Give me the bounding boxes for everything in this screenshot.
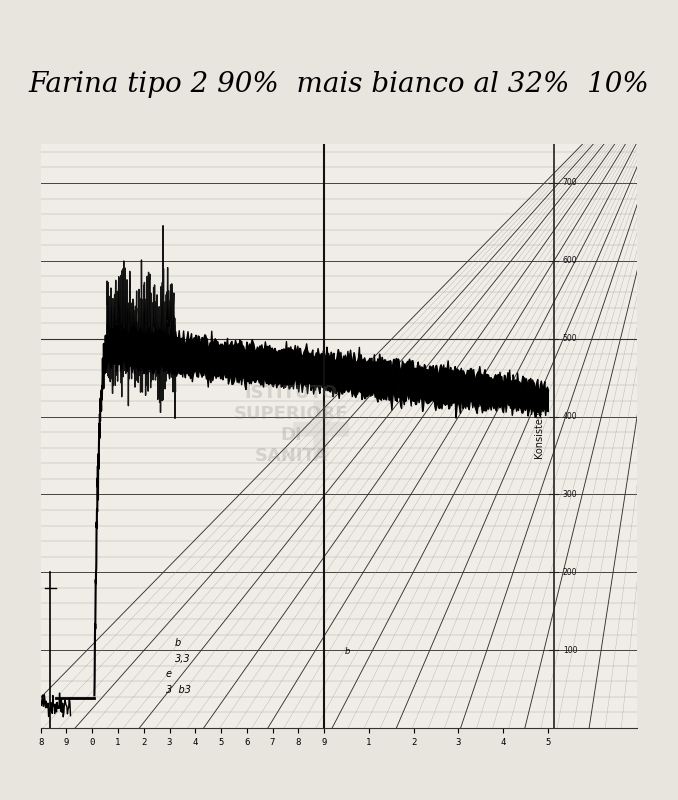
- Text: ✚: ✚: [289, 399, 353, 473]
- Text: 700: 700: [563, 178, 578, 187]
- Text: 400: 400: [563, 412, 578, 421]
- Text: 300: 300: [563, 490, 578, 499]
- Text: 200: 200: [563, 568, 577, 577]
- Text: b: b: [175, 638, 181, 648]
- Text: ISTITUTO
SUPERIORE
DI
SANITA: ISTITUTO SUPERIORE DI SANITA: [234, 384, 348, 465]
- Text: Farina tipo 2 90%  mais bianco al 32%  10%: Farina tipo 2 90% mais bianco al 32% 10%: [28, 70, 650, 98]
- Text: 600: 600: [563, 256, 578, 266]
- Text: 3,3: 3,3: [175, 654, 191, 664]
- Text: 100: 100: [563, 646, 577, 654]
- Text: b: b: [345, 647, 351, 656]
- Text: e: e: [166, 670, 172, 679]
- Text: Konsistenz: Konsistenz: [534, 406, 544, 458]
- Text: 500: 500: [563, 334, 578, 343]
- Text: 3  b3: 3 b3: [166, 685, 191, 695]
